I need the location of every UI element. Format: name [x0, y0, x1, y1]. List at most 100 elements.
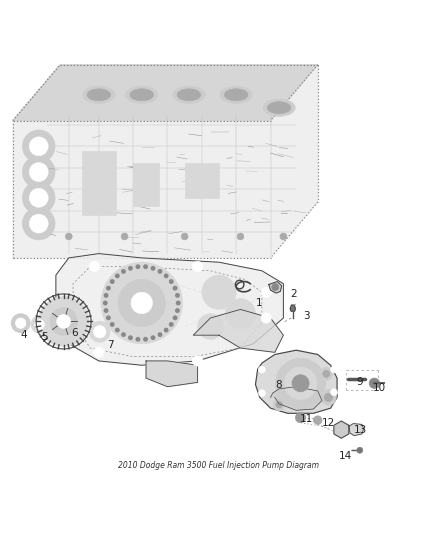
Text: 14: 14: [339, 451, 353, 461]
Circle shape: [280, 233, 287, 240]
Circle shape: [176, 294, 179, 297]
Circle shape: [261, 313, 272, 323]
Circle shape: [110, 280, 114, 283]
Circle shape: [320, 367, 333, 380]
Circle shape: [15, 318, 26, 328]
Circle shape: [284, 367, 317, 400]
Polygon shape: [290, 305, 295, 311]
Circle shape: [131, 292, 152, 314]
Ellipse shape: [173, 86, 205, 103]
Text: 6: 6: [71, 328, 78, 338]
Circle shape: [181, 233, 188, 240]
Ellipse shape: [224, 89, 248, 101]
Circle shape: [173, 316, 177, 320]
Polygon shape: [271, 386, 322, 410]
Circle shape: [104, 294, 108, 297]
Circle shape: [331, 389, 337, 395]
Ellipse shape: [267, 102, 291, 114]
Polygon shape: [269, 281, 282, 293]
Circle shape: [144, 337, 147, 341]
Circle shape: [101, 262, 183, 344]
Circle shape: [29, 188, 48, 207]
Circle shape: [122, 270, 125, 273]
Circle shape: [192, 261, 203, 272]
Circle shape: [110, 322, 114, 326]
Text: 12: 12: [322, 418, 335, 428]
Circle shape: [164, 328, 168, 332]
Circle shape: [29, 137, 48, 156]
Circle shape: [103, 301, 107, 305]
Circle shape: [39, 296, 88, 346]
Ellipse shape: [220, 86, 252, 103]
Text: 2010 Dodge Ram 3500 Fuel Injection Pump Diagram: 2010 Dodge Ram 3500 Fuel Injection Pump …: [119, 462, 319, 471]
Circle shape: [29, 163, 48, 182]
Circle shape: [65, 233, 72, 240]
Circle shape: [122, 333, 125, 336]
Circle shape: [94, 347, 104, 358]
Circle shape: [22, 182, 55, 214]
Circle shape: [158, 270, 162, 273]
Circle shape: [177, 301, 180, 305]
Circle shape: [129, 266, 132, 270]
Circle shape: [35, 320, 44, 329]
Bar: [133, 164, 159, 206]
Circle shape: [173, 286, 177, 290]
Circle shape: [151, 336, 155, 340]
Circle shape: [164, 274, 168, 278]
Circle shape: [258, 390, 265, 397]
Circle shape: [129, 336, 132, 340]
Circle shape: [118, 279, 166, 327]
Ellipse shape: [83, 86, 115, 103]
Circle shape: [321, 390, 336, 405]
Circle shape: [94, 326, 106, 338]
Circle shape: [116, 274, 119, 278]
Polygon shape: [255, 350, 337, 413]
Polygon shape: [146, 361, 198, 386]
Text: 3: 3: [303, 311, 309, 321]
Circle shape: [357, 447, 363, 453]
Circle shape: [29, 214, 48, 233]
Circle shape: [226, 298, 255, 329]
Circle shape: [151, 266, 155, 270]
Circle shape: [261, 287, 272, 297]
Circle shape: [107, 286, 110, 290]
Circle shape: [369, 378, 380, 389]
Circle shape: [198, 314, 223, 340]
Circle shape: [121, 233, 128, 240]
Bar: [185, 164, 219, 198]
Circle shape: [273, 399, 285, 411]
Circle shape: [57, 314, 71, 328]
Polygon shape: [334, 421, 349, 438]
Circle shape: [11, 314, 30, 333]
Circle shape: [136, 337, 140, 341]
Text: 2: 2: [290, 289, 297, 300]
Ellipse shape: [126, 86, 158, 103]
Circle shape: [144, 265, 147, 269]
Text: 10: 10: [373, 383, 386, 392]
Circle shape: [314, 416, 322, 424]
Circle shape: [89, 261, 100, 272]
Text: 5: 5: [41, 332, 47, 342]
Circle shape: [202, 275, 236, 310]
Circle shape: [295, 413, 306, 423]
Circle shape: [272, 284, 279, 290]
Circle shape: [237, 233, 244, 240]
Circle shape: [292, 375, 309, 392]
Text: 13: 13: [354, 425, 367, 434]
Circle shape: [116, 328, 119, 332]
Polygon shape: [13, 64, 318, 120]
Circle shape: [331, 366, 337, 373]
Ellipse shape: [87, 89, 111, 101]
Circle shape: [176, 309, 179, 312]
Text: 11: 11: [300, 414, 313, 424]
Polygon shape: [56, 254, 283, 365]
Circle shape: [170, 322, 173, 326]
Text: 8: 8: [275, 379, 282, 390]
Circle shape: [31, 316, 48, 333]
Text: 1: 1: [255, 298, 262, 308]
Ellipse shape: [263, 99, 295, 116]
Circle shape: [170, 280, 173, 283]
Bar: [81, 151, 116, 215]
Text: 4: 4: [21, 330, 27, 340]
Circle shape: [276, 401, 283, 408]
